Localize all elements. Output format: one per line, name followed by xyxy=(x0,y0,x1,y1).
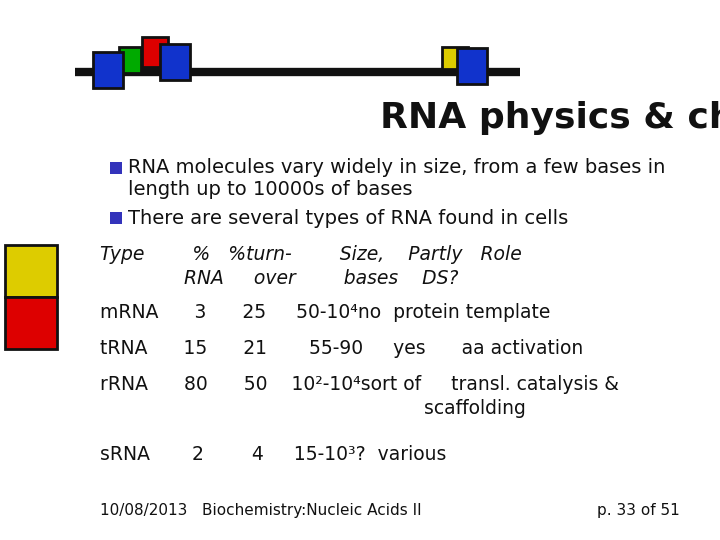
Text: sRNA       2        4     15-10³?  various: sRNA 2 4 15-10³? various xyxy=(100,444,446,463)
Text: tRNA      15      21       55-90     yes      aa activation: tRNA 15 21 55-90 yes aa activation xyxy=(100,339,583,357)
Text: Type        %   %turn-        Size,    Partly   Role: Type % %turn- Size, Partly Role xyxy=(100,246,522,265)
Bar xyxy=(160,44,190,80)
Text: RNA molecules vary widely in size, from a few bases in: RNA molecules vary widely in size, from … xyxy=(128,158,665,177)
Text: scaffolding: scaffolding xyxy=(100,399,526,417)
Bar xyxy=(110,162,122,174)
Text: RNA physics & chemistry: RNA physics & chemistry xyxy=(380,101,720,135)
Bar xyxy=(142,37,168,67)
Bar xyxy=(110,212,122,224)
Bar xyxy=(93,52,123,88)
Bar xyxy=(442,47,468,69)
Text: p. 33 of 51: p. 33 of 51 xyxy=(598,503,680,517)
Bar xyxy=(5,297,57,349)
Text: length up to 10000s of bases: length up to 10000s of bases xyxy=(128,180,413,199)
Text: rRNA      80      50    10²-10⁴sort of     transl. catalysis &: rRNA 80 50 10²-10⁴sort of transl. cataly… xyxy=(100,375,619,394)
Text: mRNA      3      25     50-10⁴no  protein template: mRNA 3 25 50-10⁴no protein template xyxy=(100,302,550,321)
Bar xyxy=(457,48,487,84)
Bar xyxy=(119,47,141,73)
Bar xyxy=(5,245,57,297)
Text: There are several types of RNA found in cells: There are several types of RNA found in … xyxy=(128,208,568,227)
Text: RNA     over        bases    DS?: RNA over bases DS? xyxy=(100,268,459,287)
Text: 10/08/2013   Biochemistry:Nucleic Acids II: 10/08/2013 Biochemistry:Nucleic Acids II xyxy=(100,503,422,517)
